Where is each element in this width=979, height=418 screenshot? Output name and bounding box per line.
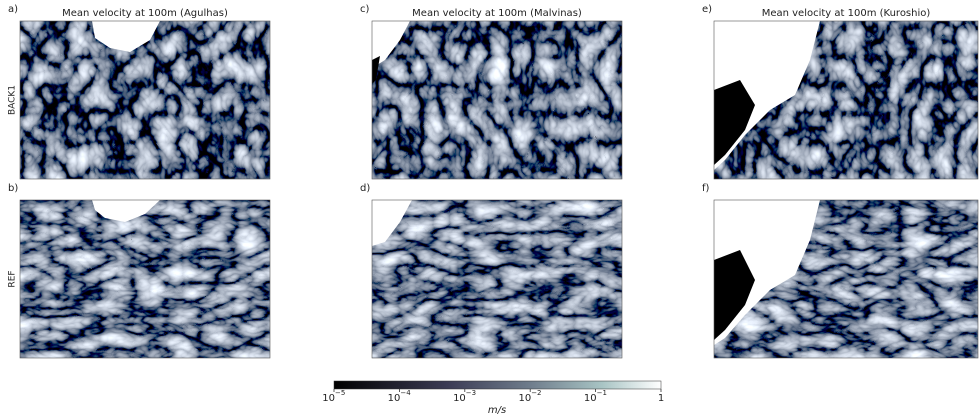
colorbar-tick-exponent: −5	[335, 389, 345, 397]
colorbar-tick-label: 10	[322, 393, 335, 404]
colorbar-tick-exponent: −2	[531, 389, 541, 397]
panel-title: Mean velocity at 100m (Kuroshio)	[762, 8, 931, 19]
colorbar-tick-label: 1	[658, 393, 664, 404]
panel-frame	[371, 20, 623, 180]
panel-letter: d)	[360, 183, 370, 194]
map-image	[20, 200, 270, 358]
land	[714, 80, 755, 165]
panel-letter: b)	[8, 183, 18, 194]
land	[714, 250, 755, 340]
colorbar-tick-label: 10	[388, 393, 401, 404]
colorbar-tick-label: 10	[518, 393, 531, 404]
panel-frame	[713, 20, 979, 180]
row-label: BACK1	[8, 85, 18, 115]
row-label: REF	[8, 270, 18, 287]
panel-frame	[371, 199, 623, 359]
land	[372, 200, 412, 246]
panel-title: Mean velocity at 100m (Malvinas)	[412, 8, 582, 19]
panel-frame	[19, 20, 271, 180]
colorbar-tick-exponent: −3	[466, 389, 476, 397]
colorbar-label: m/s	[488, 405, 506, 416]
panel-title: Mean velocity at 100m (Agulhas)	[62, 8, 228, 19]
land	[92, 21, 160, 52]
land	[92, 200, 160, 222]
panel-letter: f)	[702, 183, 710, 194]
colorbar	[333, 380, 662, 390]
colorbar-tick-exponent: −1	[597, 389, 607, 397]
colorbar-tick-exponent: −4	[400, 389, 411, 397]
land	[372, 21, 410, 68]
map-image	[372, 21, 622, 179]
colorbar-tick-label: 10	[453, 393, 466, 404]
panel-letter: c)	[360, 4, 369, 15]
panel-letter: e)	[702, 4, 712, 15]
colorbar-tick-label: 10	[584, 393, 597, 404]
map-image	[372, 200, 622, 358]
map-image	[20, 21, 270, 179]
land	[372, 56, 380, 84]
panel-letter: a)	[8, 4, 18, 15]
panel-frame	[713, 199, 979, 359]
panel-frame	[19, 199, 271, 359]
maps	[20, 21, 978, 358]
